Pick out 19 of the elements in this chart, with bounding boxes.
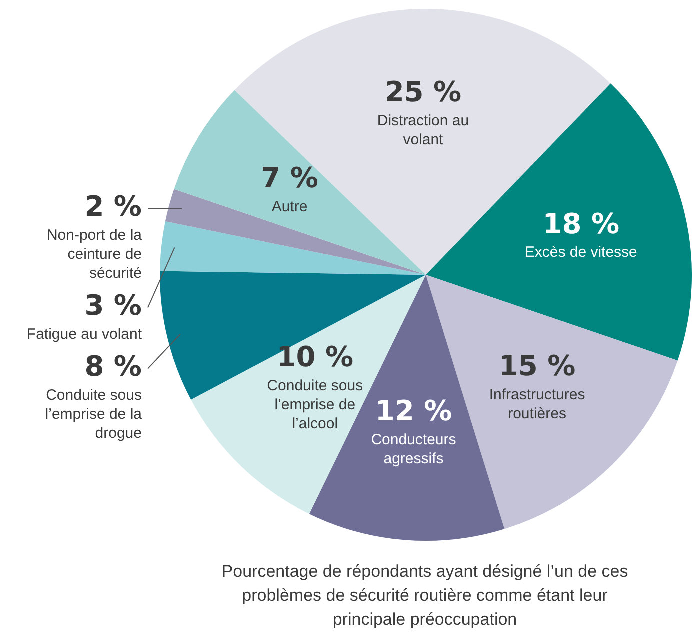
slice-label: Fatigue au volant: [26, 326, 143, 343]
slice-label: Distraction au volant: [377, 112, 470, 149]
slice-label: Conduite sous l’emprise de l’alcool: [267, 377, 364, 432]
data-label: 2 %: [84, 190, 142, 224]
slice-label: Conducteurs agressifs: [371, 431, 456, 468]
data-label: 12 %: [375, 394, 452, 428]
data-label: 8 %: [84, 350, 142, 384]
text: Pourcentage de répondants ayant désigné l’un de ces problèmes de sécurité routière comme étant leur principale préoccupation: [220, 561, 630, 631]
data-label: 7 %: [261, 162, 318, 195]
data-label: 3 %: [84, 289, 142, 322]
data-label: 18 %: [542, 207, 620, 240]
data-label: 25 %: [384, 76, 462, 109]
slice-label: Excès de vitesse: [524, 244, 638, 262]
slice-label: Autre: [272, 198, 308, 216]
data-label: 15 %: [498, 350, 576, 383]
slice-label: Non-port de la ceinture de sécurité: [46, 226, 143, 282]
data-label: 10 %: [276, 340, 354, 374]
slice-label: Conduite sous l’emprise de la drogue: [45, 386, 143, 442]
slice-label: Infrastructures routières: [489, 386, 586, 423]
